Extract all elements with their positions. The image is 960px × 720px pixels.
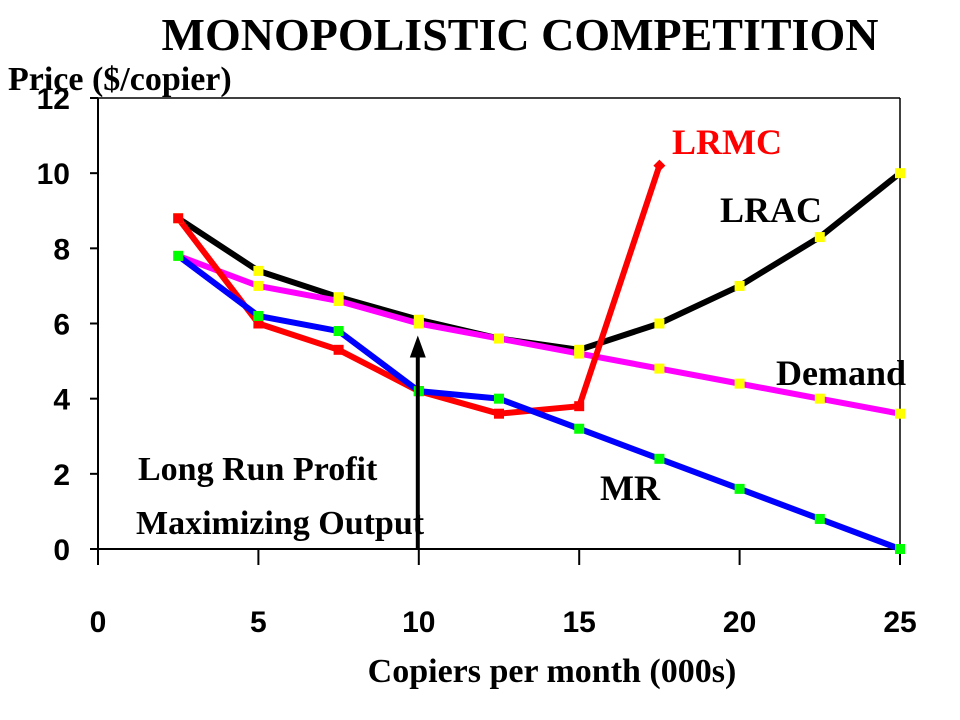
x-tick-label: 10 (402, 606, 435, 639)
series-label-mr: MR (600, 468, 661, 508)
data-point-mr (814, 513, 825, 524)
data-point-lrmc (653, 159, 666, 172)
x-tick-label: 25 (883, 606, 916, 639)
data-point-mr (895, 544, 905, 554)
x-axis: 0 5 10 15 20 25 (90, 549, 917, 639)
x-axis-label: Copiers per month (000s) (368, 653, 737, 690)
y-tick-label: 10 (37, 158, 70, 191)
y-tick-label: 2 (53, 459, 70, 492)
data-point-lrmc (333, 344, 344, 355)
data-point-lrac (895, 168, 905, 179)
x-tick-label: 5 (250, 606, 267, 639)
data-point-mr (734, 483, 745, 494)
data-point-lrac (654, 318, 665, 329)
y-tick-label: 8 (53, 233, 70, 266)
series-label-lrac: LRAC (720, 190, 822, 230)
y-tick-label: 6 (53, 309, 70, 342)
series-label-lrmc: LRMC (672, 122, 782, 162)
series-label-demand: Demand (776, 353, 906, 393)
series-layer (173, 159, 905, 554)
y-axis: 0 2 4 6 8 10 12 (37, 83, 98, 567)
x-tick-label: 0 (90, 606, 107, 639)
data-point-mr (333, 326, 344, 337)
data-point-demand (814, 393, 825, 404)
data-point-demand (895, 408, 905, 419)
x-tick-label: 20 (723, 606, 756, 639)
y-axis-label: Price ($/copier) (8, 61, 232, 98)
data-point-demand (734, 378, 745, 389)
annotation (409, 335, 426, 549)
y-tick-label: 12 (37, 83, 70, 116)
chart-title: MONOPOLISTIC COMPETITION (162, 9, 879, 60)
data-point-mr (574, 423, 585, 434)
data-point-lrac (814, 232, 825, 243)
series-line-demand (175, 252, 903, 417)
y-tick-label: 0 (53, 534, 70, 567)
data-point-lrmc (574, 401, 585, 412)
data-point-demand (253, 280, 264, 291)
data-point-demand (494, 333, 504, 344)
data-point-lrac (734, 280, 745, 291)
annotation-line-2: Maximizing Output (136, 505, 425, 542)
data-point-mr (173, 250, 184, 261)
data-point-mr (494, 393, 504, 404)
data-point-lrmc (173, 213, 184, 224)
data-point-lrac (253, 265, 264, 276)
y-tick-label: 4 (53, 384, 70, 417)
annotation-line-1: Long Run Profit (138, 451, 378, 488)
data-point-demand (654, 363, 665, 374)
data-point-lrmc (253, 318, 264, 329)
series-line-mr (175, 252, 903, 552)
data-point-mr (253, 310, 264, 321)
annotation-arrow-head (409, 335, 426, 358)
data-point-demand (333, 295, 344, 306)
data-point-demand (574, 348, 585, 359)
data-point-lrmc (494, 408, 504, 419)
data-point-mr (654, 453, 665, 464)
x-tick-label: 15 (563, 606, 596, 639)
data-point-demand (413, 318, 424, 329)
